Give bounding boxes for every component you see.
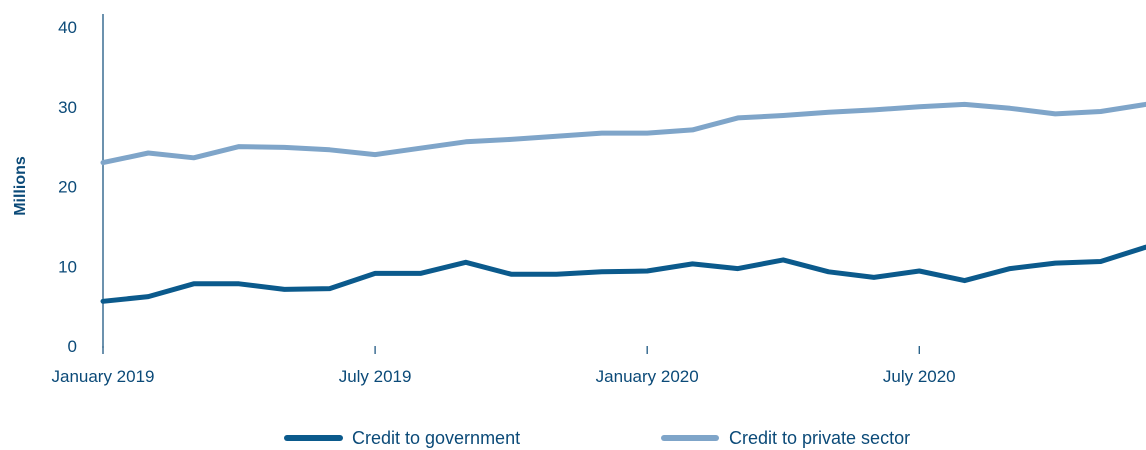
- legend-item-private: Credit to private sector: [661, 428, 910, 448]
- legend-label-government: Credit to government: [352, 428, 520, 448]
- y-tick-label: 0: [68, 337, 77, 356]
- legend-label-private: Credit to private sector: [729, 428, 910, 448]
- y-tick-label: 30: [58, 98, 77, 117]
- legend: Credit to government Credit to private s…: [284, 428, 910, 448]
- x-tick-label: January 2020: [596, 367, 699, 386]
- x-tick-label: July 2019: [339, 367, 412, 386]
- y-axis-title: Millions: [12, 156, 29, 216]
- y-tick-label: 20: [58, 178, 77, 197]
- y-tick-label: 10: [58, 257, 77, 276]
- x-ticks: January 2019 July 2019 January 2020 July 20…: [51, 346, 956, 386]
- series-line-private: [100, 101, 1146, 166]
- series-lines: [100, 101, 1146, 304]
- y-tick-label: 40: [58, 18, 77, 37]
- y-ticks: 0 10 20 30 40: [58, 18, 77, 356]
- x-tick-label: January 2019: [51, 367, 154, 386]
- series-line-government: [100, 244, 1146, 304]
- x-tick-label: July 2020: [883, 367, 956, 386]
- legend-item-government: Credit to government: [284, 428, 520, 448]
